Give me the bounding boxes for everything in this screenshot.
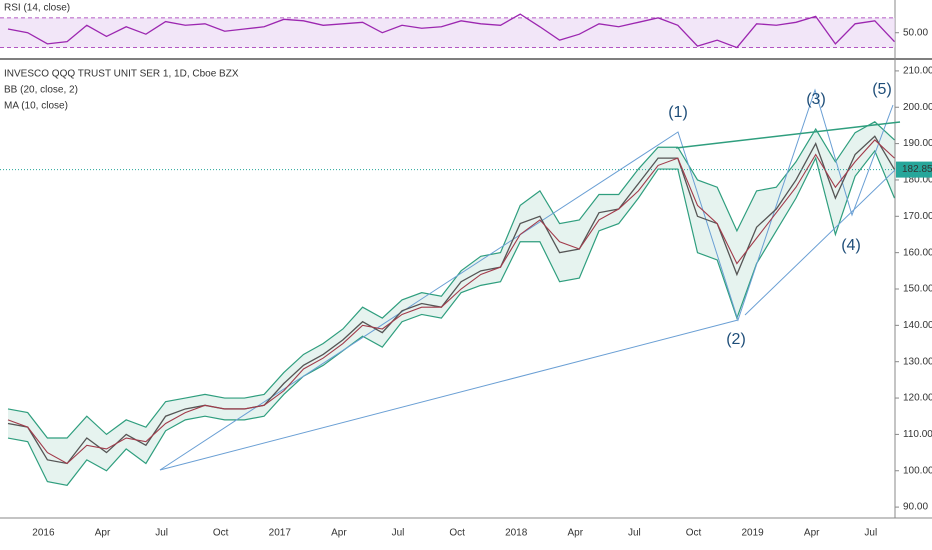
x-tick-label: Oct <box>686 528 702 539</box>
x-tick-label: Apr <box>804 528 820 539</box>
x-tick-label: Apr <box>331 528 347 539</box>
y-tick-label: 170.00 <box>903 211 932 222</box>
bb-fill <box>8 121 895 486</box>
chart-title: INVESCO QQQ TRUST UNIT SER 1, 1D, Cboe B… <box>4 69 239 80</box>
series-line <box>7 139 895 465</box>
wave-label: (3) <box>806 91 826 108</box>
y-tick-label: 160.00 <box>903 247 932 258</box>
last-price-tag <box>896 161 932 178</box>
x-tick-label: Apr <box>95 528 111 539</box>
y-tick-label: 210.00 <box>903 66 932 77</box>
y-tick-label: 190.00 <box>903 138 932 149</box>
x-tick-label: 2017 <box>269 528 292 539</box>
wave-label: (2) <box>726 331 746 348</box>
wave-lines <box>159 88 896 471</box>
bb-lower <box>7 149 896 486</box>
x-tick-label: Jul <box>155 528 168 539</box>
y-tick-label: 200.00 <box>903 102 932 113</box>
x-tick-label: Jul <box>392 528 405 539</box>
wave-label: (5) <box>872 81 892 98</box>
x-tick-label: Oct <box>449 528 465 539</box>
y-tick-label: 180.00 <box>903 175 932 186</box>
x-tick-label: 2019 <box>741 528 764 539</box>
legend-bb: BB (20, close, 2) <box>4 85 78 96</box>
x-tick-label: 2016 <box>32 528 55 539</box>
x-tick-label: Oct <box>213 528 229 539</box>
y-tick-label: 100.00 <box>903 465 932 476</box>
rsi-band <box>0 17 895 48</box>
y-tick-label: 120.00 <box>903 393 932 404</box>
y-tick-label: 50.00 <box>903 27 928 38</box>
y-tick-label: 130.00 <box>903 356 932 367</box>
rsi-title: RSI (14, close) <box>4 3 70 14</box>
y-tick-label: 150.00 <box>903 284 932 295</box>
x-tick-label: Jul <box>864 528 877 539</box>
x-tick-label: Jul <box>628 528 641 539</box>
y-tick-label: 90.00 <box>903 502 928 513</box>
bb-upper <box>7 121 895 439</box>
y-tick-label: 140.00 <box>903 320 932 331</box>
legend-ma: MA (10, close) <box>4 101 68 112</box>
lower-channel <box>744 169 896 316</box>
wave-label: (4) <box>841 237 861 254</box>
series-line <box>7 13 895 49</box>
wave-label: (1) <box>668 104 688 121</box>
y-tick-label: 110.00 <box>903 429 932 440</box>
last-price-label: 182.85 <box>902 164 932 175</box>
wave-base <box>159 319 739 471</box>
x-tick-label: Apr <box>568 528 584 539</box>
x-tick-label: 2018 <box>505 528 528 539</box>
resistance-line <box>675 121 901 149</box>
